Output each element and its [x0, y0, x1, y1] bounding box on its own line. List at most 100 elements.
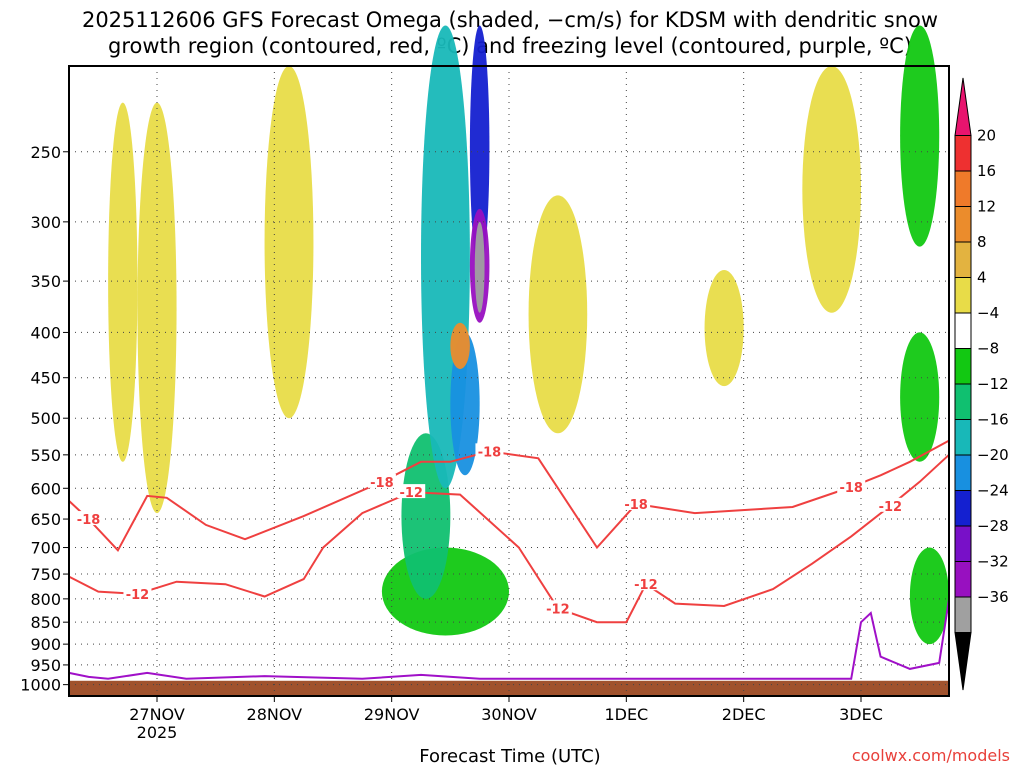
- y-tick-label-250: 250: [30, 143, 61, 162]
- colorbar-tick-12: −32: [977, 553, 1009, 571]
- colorbar-segment-6: [954, 312, 972, 349]
- y-tick-label-1000: 1000: [20, 676, 61, 695]
- label-minus18-bg-1: [367, 473, 396, 488]
- colorbar-segment-3: [954, 206, 972, 243]
- label-minus12-2: -12: [546, 602, 570, 617]
- omega-region-11: [528, 195, 588, 434]
- omega-region-4: [469, 25, 490, 270]
- colorbar: 20 16 12 8 4 −4 −8 −12 −16 −20 −24 −28 −32 −36: [954, 77, 1009, 691]
- y-tick-label-350: 350: [30, 272, 61, 291]
- colorbar-segment-4: [954, 241, 972, 278]
- omega-region-13: [802, 66, 862, 313]
- colorbar-segment-2: [954, 170, 972, 207]
- chart-title-line2: growth region (contoured, red, ºC) and f…: [108, 34, 912, 58]
- y-tick-label-700: 700: [30, 539, 61, 558]
- label-minus12-bg-0: [123, 586, 152, 601]
- colorbar-tick-4: 4: [977, 269, 987, 287]
- colorbar-segment-14: [954, 596, 972, 633]
- contour-freezing-level: [68, 598, 950, 680]
- y-tick-label-900: 900: [30, 635, 61, 654]
- omega-region-12: [704, 269, 744, 387]
- label-minus18-0: -18: [77, 513, 101, 528]
- colorbar-tick-11: −28: [977, 517, 1009, 535]
- y-tick-label-850: 850: [30, 613, 61, 632]
- label-minus12-0: -12: [126, 588, 150, 603]
- colorbar-tick-9: −20: [977, 446, 1009, 464]
- chart-title-line1: 2025112606 GFS Forecast Omega (shaded, −…: [82, 8, 938, 32]
- colorbar-segment-10: [954, 454, 972, 491]
- y-tick-label-400: 400: [30, 323, 61, 342]
- y-tick-label-650: 650: [30, 510, 61, 529]
- colorbar-tick-1: 16: [977, 162, 996, 180]
- x-tick-label-2DEC: 2DEC: [722, 705, 766, 724]
- y-tick-label-600: 600: [30, 479, 61, 498]
- colorbar-segment-8: [954, 383, 972, 420]
- x-axis-title: Forecast Time (UTC): [419, 746, 600, 767]
- label-minus18-2: -18: [478, 445, 502, 460]
- colorbar-tick-13: −36: [977, 588, 1009, 606]
- omega-region-15: [900, 332, 940, 462]
- colorbar-segment-9: [954, 419, 972, 456]
- y-tick-label-300: 300: [30, 213, 61, 232]
- colorbar-segment-1: [954, 135, 972, 172]
- colorbar-tick-2: 12: [977, 198, 996, 216]
- y-tick-label-500: 500: [30, 409, 61, 428]
- omega-region-10: [264, 66, 314, 419]
- label-minus18-bg-3: [622, 495, 651, 510]
- label-minus18-4: -18: [839, 481, 863, 496]
- contours: -18 -18 -18 -18 -18 -12 -12 -12 -12 -12: [68, 439, 950, 680]
- x-tick-label-30NOV: 30NOV: [481, 705, 537, 724]
- label-minus18-3: -18: [624, 498, 648, 513]
- plot-background: [69, 66, 949, 696]
- contour-minus12: [68, 454, 950, 624]
- colorbar-tick-6: −8: [977, 340, 999, 358]
- credit-text: coolwx.com/models: [852, 746, 1010, 765]
- x-tick-label-3DEC: 3DEC: [839, 705, 883, 724]
- label-minus12-3: -12: [634, 578, 658, 593]
- colorbar-tick-3: 8: [977, 233, 987, 251]
- label-minus12-bg-2: [543, 600, 572, 615]
- plot-area: [69, 25, 949, 696]
- colorbar-tick-7: −12: [977, 375, 1009, 393]
- y-tick-label-950: 950: [30, 656, 61, 675]
- y-tick-label-750: 750: [30, 565, 61, 584]
- x-tick-sublabel-27NOV: 2025: [137, 723, 178, 742]
- label-minus12-1: -12: [399, 486, 423, 501]
- colorbar-tick-5: −4: [977, 304, 999, 322]
- label-minus12-bg-4: [876, 497, 905, 512]
- omega-region-9: [137, 102, 177, 514]
- label-minus12-bg-3: [631, 576, 660, 591]
- y-tick-label-450: 450: [30, 369, 61, 388]
- label-minus18-bg-2: [475, 443, 504, 458]
- label-minus18-bg-4: [837, 479, 866, 494]
- omega-region-7: [450, 322, 470, 370]
- colorbar-segment-13: [954, 561, 972, 598]
- colorbar-bottom-arrow: [954, 632, 972, 691]
- label-minus12-bg-1: [397, 484, 426, 499]
- omega-region-6: [474, 221, 485, 313]
- x-tick-label-27NOV: 27NOV: [129, 705, 185, 724]
- label-minus18-bg-0: [74, 511, 103, 526]
- label-minus12-4: -12: [879, 500, 903, 515]
- colorbar-segment-5: [954, 277, 972, 314]
- x-tick-label-28NOV: 28NOV: [247, 705, 303, 724]
- y-tick-label-550: 550: [30, 446, 61, 465]
- colorbar-tick-8: −16: [977, 411, 1009, 429]
- colorbar-segment-12: [954, 525, 972, 562]
- omega-region-8: [108, 102, 138, 462]
- colorbar-tick-10: −24: [977, 482, 1009, 500]
- colorbar-segment-11: [954, 490, 972, 527]
- colorbar-tick-0: 20: [977, 127, 996, 145]
- colorbar-segment-7: [954, 348, 972, 385]
- x-tick-label-29NOV: 29NOV: [364, 705, 420, 724]
- omega-region-16: [909, 547, 949, 645]
- terrain-ground: [69, 680, 949, 696]
- x-tick-label-1DEC: 1DEC: [604, 705, 648, 724]
- y-axis-ticks: 250 300 350 400 450 500 550 600 650 700 750 800 850 9…: [20, 143, 69, 695]
- label-minus18-1: -18: [370, 476, 394, 491]
- omega-region-14: [900, 25, 940, 247]
- colorbar-top-arrow: [954, 77, 972, 136]
- contour-minus18: [68, 439, 950, 552]
